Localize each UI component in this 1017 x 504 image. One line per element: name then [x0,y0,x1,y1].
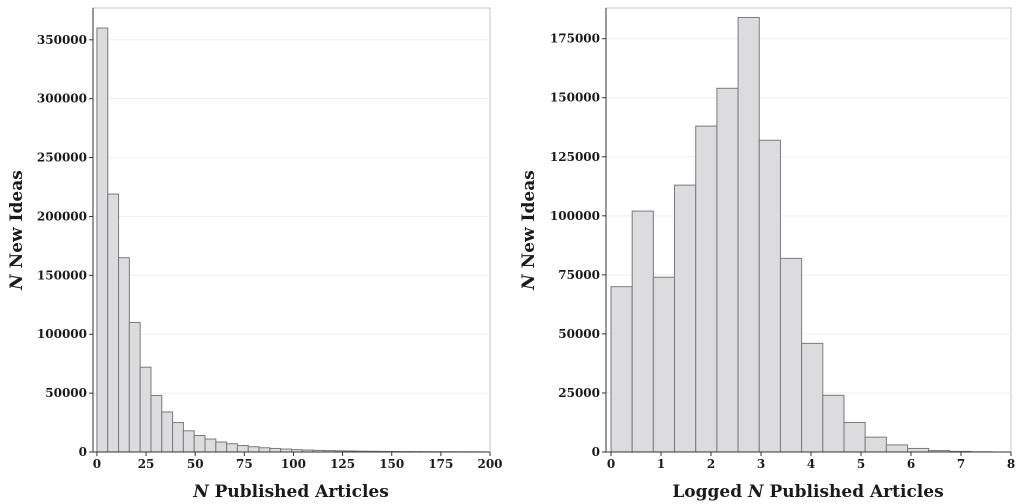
left-y-tick-label: 0 [79,445,87,459]
left-histogram-bar [161,411,174,453]
right-y-tick-label: 175000 [550,32,600,46]
left-histogram-bar [269,447,282,453]
left-x-tick-label: 175 [428,457,453,471]
right-bars [610,16,993,453]
left-bars [96,27,487,453]
right-histogram-bar [885,444,909,453]
right-x-tick-label: 0 [607,457,615,471]
left-histogram-bar [236,445,249,453]
left-histogram-panel: 0 25 50 75 100 125 150 175 200 0 50000 100000 15000… [7,7,503,502]
right-histogram-bar [674,184,697,453]
right-y-tick-label: 100000 [550,209,600,223]
right-histogram-bar [864,436,887,453]
left-histogram-bar [139,366,152,453]
left-x-tick-label: 125 [330,457,355,471]
right-x-tick-label: 6 [907,457,915,471]
right-x-tick-label: 4 [807,457,815,471]
right-x-tick-label: 2 [707,457,715,471]
left-histogram-bar [118,257,130,453]
right-histogram-bar [758,139,781,453]
right-x-tick-label: 5 [857,457,865,471]
left-x-tick-label: 150 [379,457,404,471]
right-y-tick-label: 75000 [558,268,600,282]
left-x-tick-label: 0 [93,457,101,471]
right-y-tick-label: 25000 [558,386,600,400]
right-histogram-bar [716,87,739,453]
left-histogram-bar [193,435,206,453]
right-histogram-bar [610,286,633,453]
right-x-axis-label: Logged N Published Articles [672,482,943,502]
right-histogram-bar [737,16,760,453]
left-histogram-bar [247,446,260,453]
right-x-tick-label: 7 [957,457,965,471]
left-x-axis-label: N Published Articles [192,482,389,502]
right-histogram-bar [631,210,654,453]
right-y-tick-label: 125000 [550,150,600,164]
left-y-tick-labels: 0 50000 100000 150000 200000 250000 300000 3500… [37,33,93,459]
right-histogram-bar [695,125,718,453]
left-y-tick-label: 100000 [37,327,87,341]
left-histogram-bar [107,193,120,453]
right-x-tick-labels: 0 1 2 3 4 5 6 7 8 [607,452,1015,471]
right-histogram-bar [801,342,824,453]
left-y-tick-label: 150000 [37,268,87,282]
left-histogram-bar [204,438,217,453]
right-histogram-bar [907,447,930,453]
left-histogram-bar [182,430,195,453]
left-y-tick-label: 200000 [37,209,87,223]
left-y-axis-label: N New Ideas [7,170,27,291]
right-histogram-bar [779,257,803,453]
left-y-tick-label: 350000 [37,33,87,47]
left-histogram-bar [215,441,228,453]
right-histogram-bar [843,421,866,453]
left-x-tick-label: 50 [187,457,204,471]
right-y-tick-label: 0 [592,445,600,459]
right-x-tick-label: 1 [657,457,665,471]
right-x-tick-label: 8 [1007,457,1015,471]
left-histogram-bar [150,394,163,453]
left-x-tick-labels: 0 25 50 75 100 125 150 175 200 [93,452,503,471]
right-y-axis-label: N New Ideas [519,170,539,291]
right-histogram-panel: 0 1 2 3 4 5 6 7 8 0 25000 50000 75000 100000 125000 15… [519,7,1015,502]
right-y-tick-labels: 0 25000 50000 75000 100000 125000 150000 175000 [550,32,606,459]
left-histogram-bar [172,422,184,453]
right-x-tick-label: 3 [757,457,765,471]
left-histogram-bar [96,27,109,453]
right-histogram-bar [652,276,676,453]
left-plot-frame [92,7,491,453]
right-y-tick-label: 150000 [550,91,600,105]
left-histogram-bar [258,447,271,453]
left-x-tick-label: 75 [236,457,253,471]
left-histogram-bar [128,321,141,453]
left-y-tick-label: 300000 [37,92,87,106]
right-y-tick-label: 50000 [558,327,600,341]
right-histogram-bar [822,394,845,453]
left-histogram-bar [226,443,238,453]
left-x-tick-label: 200 [477,457,502,471]
left-x-tick-label: 25 [138,457,155,471]
left-gridlines [93,39,490,394]
left-y-tick-label: 250000 [37,151,87,165]
left-x-tick-label: 100 [281,457,306,471]
left-y-tick-label: 50000 [45,386,87,400]
